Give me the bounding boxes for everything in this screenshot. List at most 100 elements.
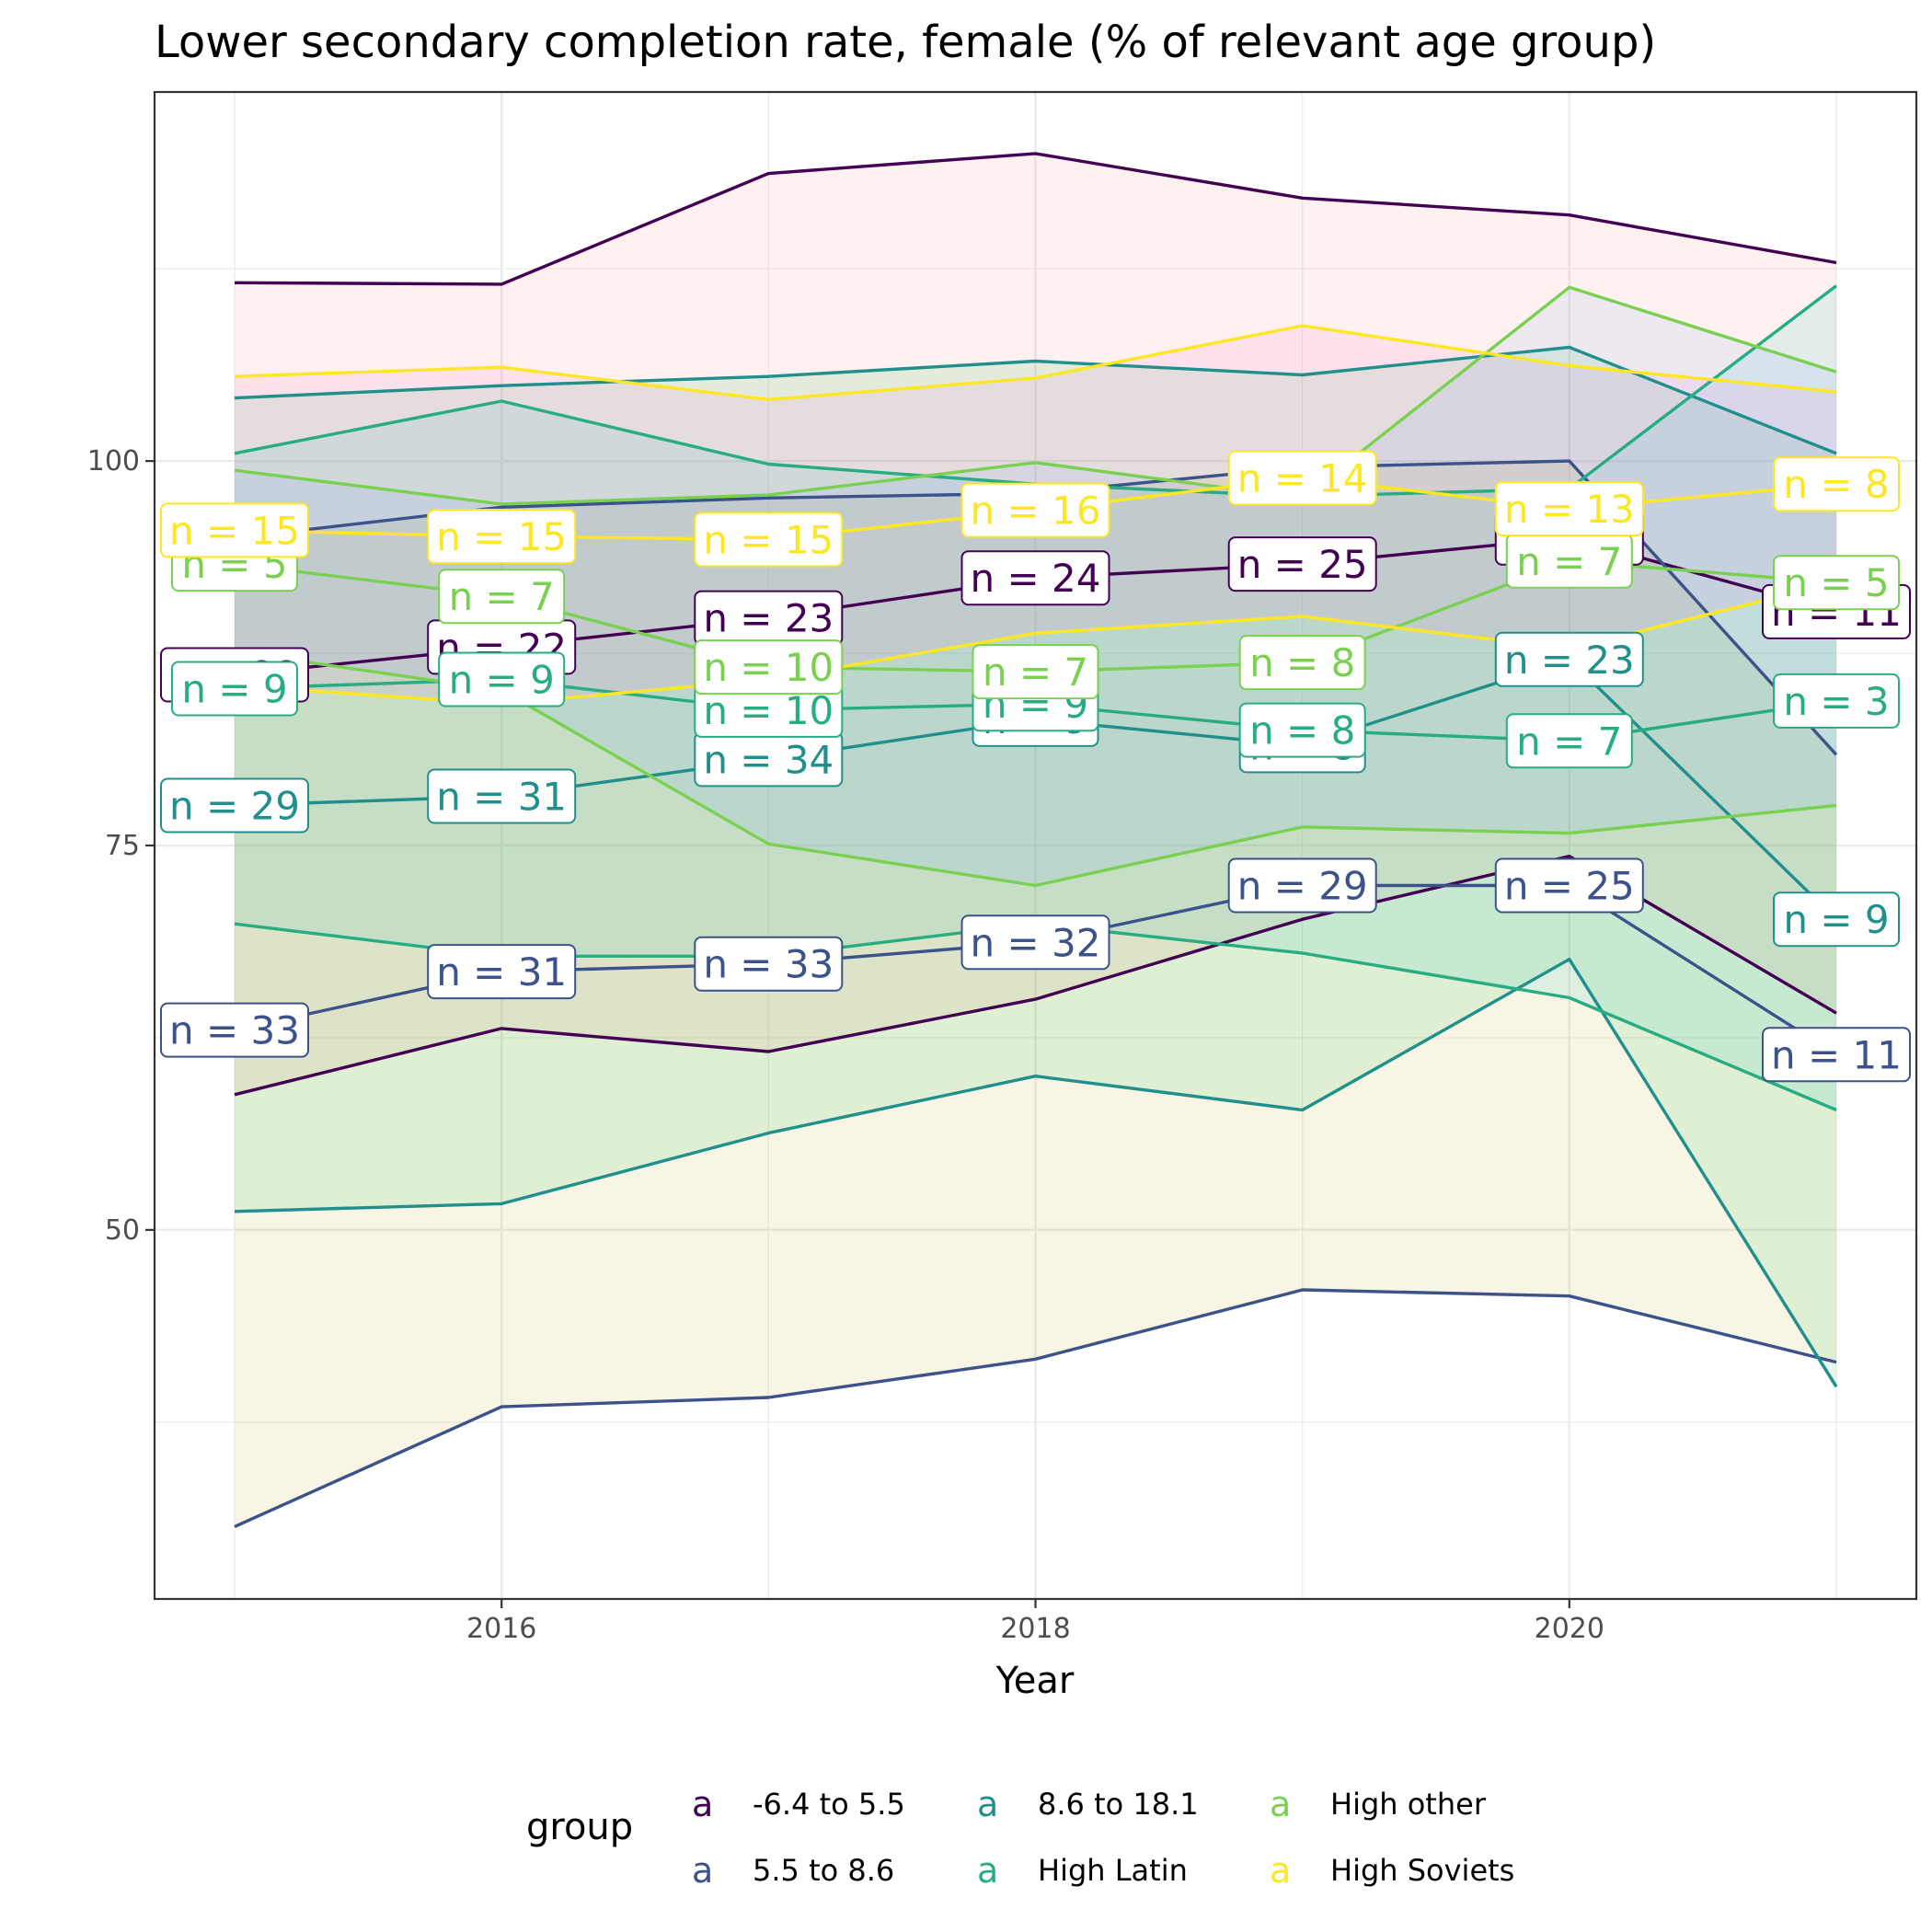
plot-panel: n = 22n = 22n = 23n = 24n = 25n = 24n = … <box>153 90 1918 1601</box>
y-axis: 50 75 100 <box>87 445 155 1247</box>
svg-text:n = 7: n = 7 <box>1516 539 1622 584</box>
n-label: n = 15 <box>427 509 577 564</box>
legend-label: 5.5 to 8.6 <box>753 1853 894 1888</box>
series-1-lower-line <box>234 1288 1837 1528</box>
n-label: n = 9 <box>171 661 298 717</box>
n-label: n = 33 <box>694 936 844 992</box>
chart-title: Lower secondary completion rate, female … <box>155 17 1656 68</box>
svg-text:n = 29: n = 29 <box>169 784 300 829</box>
svg-text:n = 8: n = 8 <box>1783 462 1889 507</box>
series-5-upper-line <box>234 324 1837 401</box>
legend-label: High Latin <box>1038 1853 1188 1888</box>
series-2-upper-line <box>234 345 1837 455</box>
series-0-lower-line <box>234 855 1837 1097</box>
n-label: n = 25 <box>1227 536 1377 592</box>
n-labels: n = 22n = 22n = 23n = 24n = 25n = 24n = … <box>160 450 1911 1083</box>
legend-title: group <box>526 1806 633 1848</box>
svg-text:n = 24: n = 24 <box>971 556 1101 601</box>
n-label: n = 15 <box>160 502 309 558</box>
n-label: n = 23 <box>1494 631 1644 687</box>
n-label: n = 23 <box>694 590 844 646</box>
legend-items: a -6.4 to 5.5 a 5.5 to 8.6 a 8.6 to 18.1 a High… <box>692 1784 1514 1891</box>
legend-key: a <box>692 1784 713 1824</box>
x-axis: 2016 2018 2020 <box>466 1599 1604 1645</box>
legend-item: a -6.4 to 5.5 <box>692 1784 905 1824</box>
legend-item: a High Latin <box>977 1850 1188 1891</box>
legend-key: a <box>692 1850 713 1891</box>
svg-text:n = 15: n = 15 <box>703 517 834 562</box>
legend-label: 8.6 to 18.1 <box>1038 1787 1199 1822</box>
ribbon-0 <box>235 153 1836 1095</box>
svg-text:n = 10: n = 10 <box>703 645 834 690</box>
svg-text:n = 23: n = 23 <box>703 596 834 641</box>
svg-text:n = 31: n = 31 <box>436 775 567 820</box>
n-label: n = 9 <box>438 651 566 707</box>
n-label: n = 8 <box>1773 456 1900 512</box>
n-label: n = 9 <box>1773 891 1900 948</box>
svg-text:n = 33: n = 33 <box>703 942 834 987</box>
y-tick-label: 50 <box>105 1214 140 1247</box>
svg-text:n = 9: n = 9 <box>449 658 555 703</box>
svg-text:n = 8: n = 8 <box>1249 640 1355 685</box>
svg-text:n = 5: n = 5 <box>1783 560 1889 605</box>
n-label: n = 7 <box>1505 533 1633 589</box>
svg-text:n = 23: n = 23 <box>1504 638 1635 683</box>
svg-text:n = 7: n = 7 <box>983 650 1088 695</box>
x-tick-label: 2018 <box>1000 1613 1070 1645</box>
legend-key: a <box>1270 1784 1291 1824</box>
n-label: n = 10 <box>694 639 844 696</box>
svg-text:n = 29: n = 29 <box>1237 864 1368 909</box>
svg-text:n = 11: n = 11 <box>1771 1032 1902 1077</box>
svg-text:n = 15: n = 15 <box>436 514 567 559</box>
n-label: n = 32 <box>960 914 1110 971</box>
n-label: n = 7 <box>972 644 1099 700</box>
legend-key: a <box>977 1784 998 1824</box>
svg-text:n = 7: n = 7 <box>449 574 555 619</box>
n-label: n = 29 <box>1227 857 1377 914</box>
n-label: n = 25 <box>1494 857 1644 914</box>
n-label: n = 5 <box>1773 555 1900 611</box>
legend-key: a <box>1270 1850 1291 1891</box>
svg-text:n = 13: n = 13 <box>1504 487 1635 532</box>
n-label: n = 8 <box>1238 635 1366 691</box>
series-2-lower-line <box>234 957 1838 1388</box>
svg-text:n = 34: n = 34 <box>703 737 834 782</box>
n-label: n = 7 <box>438 569 566 625</box>
x-tick-label: 2016 <box>466 1613 536 1645</box>
y-tick-label: 75 <box>105 830 140 862</box>
svg-text:n = 9: n = 9 <box>1783 897 1889 942</box>
n-label: n = 13 <box>1494 481 1644 536</box>
n-label: n = 15 <box>694 512 844 568</box>
svg-text:n = 16: n = 16 <box>971 489 1101 534</box>
n-label: n = 8 <box>1238 702 1366 758</box>
svg-text:n = 3: n = 3 <box>1783 679 1889 724</box>
ribbon-2 <box>235 347 1836 1387</box>
legend-item: a High Soviets <box>1270 1850 1514 1891</box>
svg-text:n = 25: n = 25 <box>1237 542 1368 587</box>
svg-text:n = 15: n = 15 <box>169 508 300 553</box>
n-label: n = 16 <box>960 482 1110 538</box>
legend-label: -6.4 to 5.5 <box>753 1787 905 1822</box>
series-4-upper-line <box>234 285 1837 506</box>
y-tick-label: 100 <box>87 445 140 477</box>
svg-text:n = 9: n = 9 <box>181 667 287 712</box>
svg-text:n = 31: n = 31 <box>436 949 567 995</box>
n-label: n = 33 <box>160 1002 309 1058</box>
legend: group a -6.4 to 5.5 a 5.5 to 8.6 a 8.6 to 18.… <box>526 1784 1514 1891</box>
n-label: n = 31 <box>427 768 577 824</box>
legend-item: a 8.6 to 18.1 <box>977 1784 1199 1824</box>
n-label: n = 34 <box>694 731 844 788</box>
ribbon-1 <box>235 461 1836 1527</box>
n-label: n = 14 <box>1227 450 1377 506</box>
legend-label: High other <box>1330 1787 1487 1822</box>
n-label: n = 31 <box>427 944 577 1000</box>
n-label: n = 29 <box>160 777 309 834</box>
legend-item: a 5.5 to 8.6 <box>692 1850 894 1891</box>
n-label: n = 3 <box>1773 673 1900 729</box>
svg-text:n = 33: n = 33 <box>169 1008 300 1053</box>
svg-text:n = 32: n = 32 <box>971 920 1101 965</box>
n-label: n = 24 <box>960 550 1110 606</box>
legend-key: a <box>977 1850 998 1891</box>
x-tick-label: 2020 <box>1535 1613 1604 1645</box>
